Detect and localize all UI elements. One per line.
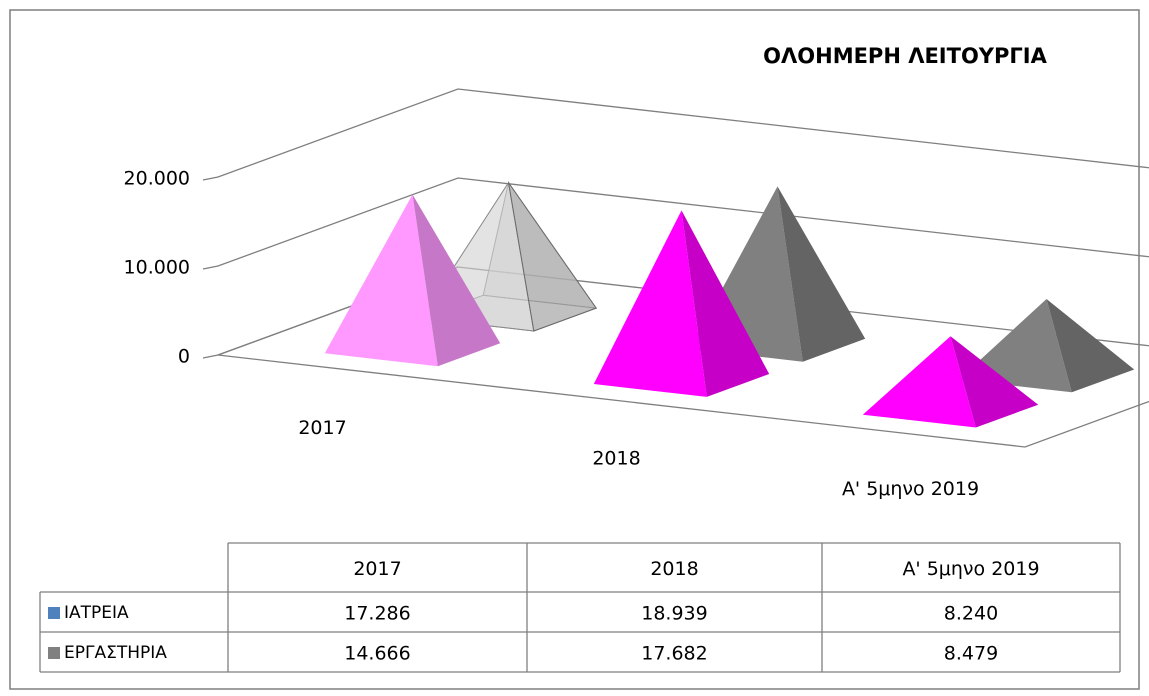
table-value: 18.939 [641, 603, 707, 625]
legend-label: ΕΡΓΑΣΤΗΡΙΑ [64, 643, 167, 663]
grid-line [202, 177, 1149, 270]
y-tick-label: 10.000 [124, 257, 190, 279]
pyramid-side [681, 210, 770, 397]
pyramid-side [777, 186, 866, 362]
x-tick-label: 2018 [592, 448, 640, 470]
pyramid-front [862, 336, 976, 428]
x-tick-label: Α' 5μηνο 2019 [842, 478, 979, 500]
table-value: 8.479 [944, 643, 998, 665]
legend-key [48, 647, 60, 659]
table-header: Α' 5μηνο 2019 [902, 558, 1039, 580]
legend-label: ΙΑΤΡΕΙΑ [64, 603, 129, 623]
x-tick-label: 2017 [298, 417, 346, 439]
chart-title: ΟΛΟΗΜΕΡΗ ΛΕΙΤΟΥΡΓΙΑ [763, 44, 1047, 68]
grid-line [202, 88, 1149, 181]
grid-line [202, 266, 1149, 359]
table-value: 17.286 [344, 603, 410, 625]
legend-key [48, 607, 60, 619]
pyramid-front [324, 194, 438, 367]
pyramid-side [1046, 299, 1135, 393]
table-value: 8.240 [944, 603, 998, 625]
table-header: 2018 [650, 558, 698, 580]
y-tick-label: 0 [178, 346, 190, 368]
pyramid-side [950, 336, 1039, 428]
table-value: 17.682 [641, 643, 707, 665]
pyramid-side [508, 182, 597, 332]
y-tick-label: 20.000 [124, 168, 190, 190]
table-value: 14.666 [344, 643, 410, 665]
table-header: 2017 [353, 558, 401, 580]
pyramid-front [593, 210, 707, 397]
pyramid-side [412, 194, 501, 367]
